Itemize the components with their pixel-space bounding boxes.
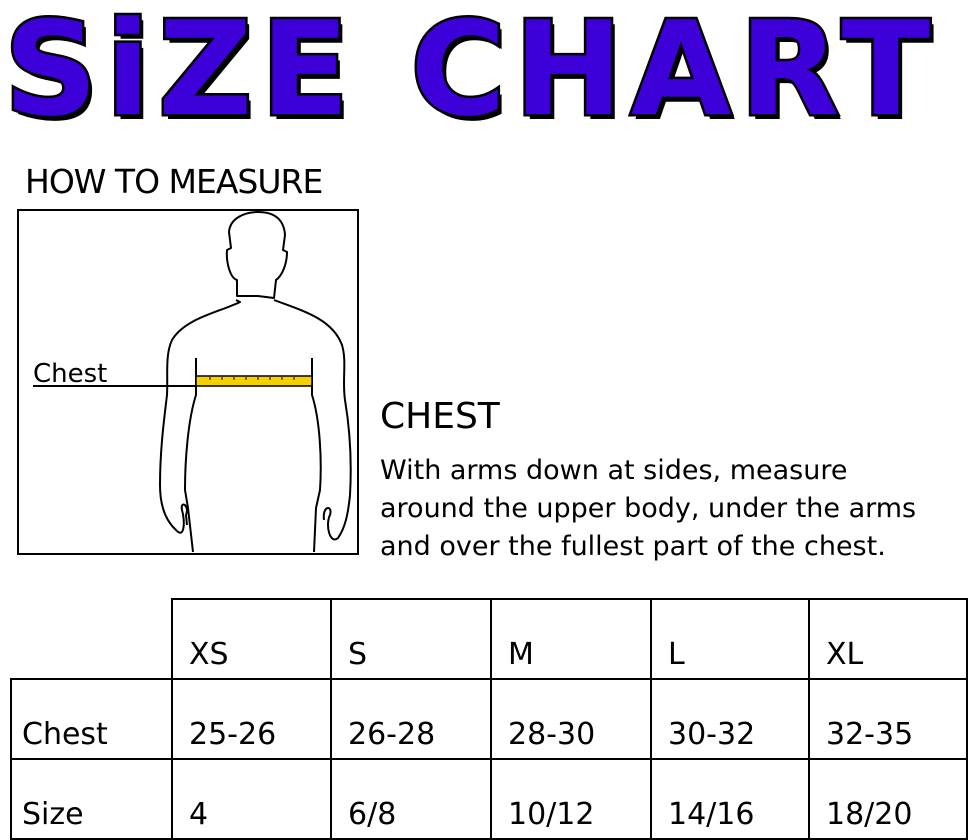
tape-ticks	[209, 377, 295, 380]
table-cell: 14/16	[650, 758, 810, 840]
instruction-line: around the upper body, under the arms	[380, 493, 917, 524]
column-header-m: M	[490, 598, 652, 680]
table-cell: 28-30	[490, 678, 652, 760]
row-label-size: Size	[10, 758, 173, 840]
table-cell: 30-32	[650, 678, 810, 760]
measuring-tape-icon	[195, 375, 313, 387]
table-cell: 25-26	[171, 678, 332, 760]
chest-instructions: With arms down at sides, measure around …	[380, 452, 970, 566]
table-cell: 4	[171, 758, 332, 840]
column-header-l: L	[650, 598, 810, 680]
table-cell: 32-35	[808, 678, 968, 760]
chest-heading: CHEST	[380, 396, 500, 437]
page-title: SiZE CHART	[2, 0, 939, 147]
body-outline-icon	[159, 211, 352, 553]
table-cell: 18/20	[808, 758, 968, 840]
instruction-line: With arms down at sides, measure	[380, 455, 848, 486]
illustration-frame	[17, 209, 359, 555]
instruction-line: and over the fullest part of the chest.	[380, 531, 886, 562]
how-to-measure-heading: HOW TO MEASURE	[25, 162, 323, 201]
measurement-illustration: Chest	[17, 209, 359, 555]
table-cell: 26-28	[330, 678, 492, 760]
row-label-chest: Chest	[10, 678, 173, 760]
table-cell: 6/8	[330, 758, 492, 840]
column-header-xl: XL	[808, 598, 968, 680]
column-header-xs: XS	[171, 598, 332, 680]
column-header-s: S	[330, 598, 492, 680]
table-cell: 10/12	[490, 758, 652, 840]
figure-chest-label: Chest	[33, 359, 107, 389]
